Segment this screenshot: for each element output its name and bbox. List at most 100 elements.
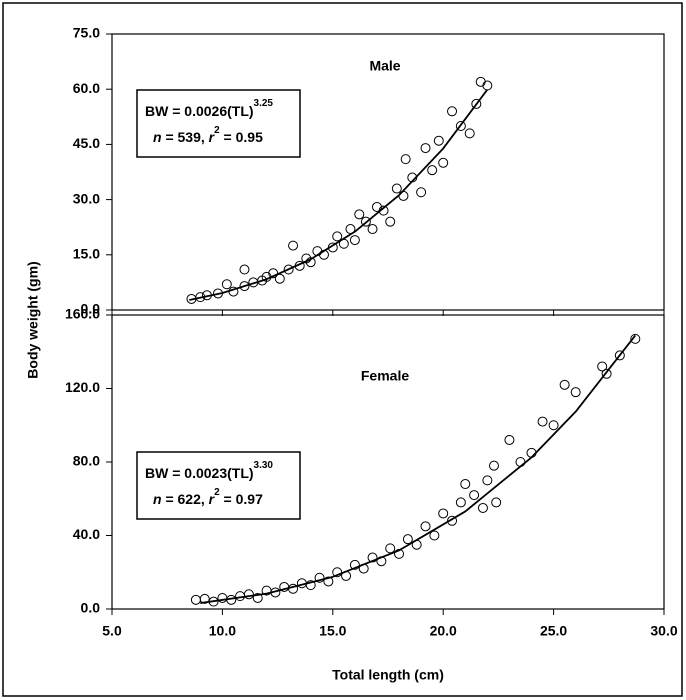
x-axis-label: Total length (cm) (332, 667, 444, 683)
data-point (469, 490, 480, 501)
data-point (427, 165, 438, 176)
data-point (504, 434, 515, 445)
data-point (570, 387, 581, 398)
statistics-part: = 0.95 (220, 129, 263, 145)
data-point (243, 589, 254, 600)
data-point (429, 530, 440, 541)
data-point (420, 521, 431, 532)
data-point (471, 98, 482, 109)
statistics-part: 2 (214, 487, 220, 498)
data-point (367, 224, 378, 235)
fit-curve (189, 89, 489, 301)
data-point (438, 157, 449, 168)
y-tick-label: 60.0 (73, 80, 100, 96)
data-point (385, 543, 396, 554)
data-point (438, 508, 449, 519)
data-point (252, 592, 263, 603)
data-point (360, 216, 371, 227)
data-point (268, 268, 279, 279)
data-point (332, 567, 343, 578)
data-point (221, 279, 232, 290)
y-tick-label: 45.0 (73, 135, 100, 151)
equation-box (136, 89, 301, 158)
data-point (420, 143, 431, 154)
plot-area (111, 33, 665, 311)
data-point (402, 534, 413, 545)
data-point (559, 379, 570, 390)
statistics-part: r (209, 129, 216, 145)
x-tick-label: 5.0 (102, 623, 122, 639)
data-point (614, 350, 625, 361)
data-point (349, 559, 360, 570)
equation-box (136, 451, 301, 520)
data-point (283, 264, 294, 275)
data-point (416, 187, 427, 198)
data-point (305, 580, 316, 591)
data-point (433, 135, 444, 146)
data-point (455, 497, 466, 508)
data-point (288, 240, 299, 251)
statistics: n = 622, r2 = 0.97 (153, 487, 263, 507)
statistics-part: r (209, 491, 216, 507)
x-tick-label: 20.0 (430, 623, 457, 639)
data-point (385, 216, 396, 227)
statistics-part: = 539, (162, 129, 209, 145)
data-point (482, 475, 493, 486)
statistics-part: n (153, 491, 162, 507)
data-point (367, 552, 378, 563)
data-point (199, 593, 210, 604)
data-point (597, 361, 608, 372)
y-axis-label: Body weight (gm) (25, 261, 41, 378)
data-point (548, 420, 559, 431)
statistics-part: 2 (214, 125, 220, 136)
equation: BW = 0.0026(TL)3.25 (145, 98, 273, 119)
data-point (460, 479, 471, 490)
x-tick-label: 30.0 (650, 623, 677, 639)
equation-base: BW = 0.0023(TL) (145, 465, 254, 481)
data-point (354, 209, 365, 220)
data-point (447, 515, 458, 526)
data-point (447, 106, 458, 117)
data-point (332, 231, 343, 242)
data-point (391, 183, 402, 194)
y-tick-label: 120.0 (65, 379, 100, 395)
data-point (239, 281, 250, 292)
y-tick-label: 30.0 (73, 190, 100, 206)
y-tick-label: 80.0 (73, 453, 100, 469)
data-point (491, 497, 502, 508)
data-point (601, 368, 612, 379)
data-point (630, 333, 641, 344)
data-point (537, 416, 548, 427)
equation-exponent: 3.25 (254, 98, 274, 109)
x-tick-label: 10.0 (209, 623, 236, 639)
data-point (314, 572, 325, 583)
statistics-part: = 0.97 (220, 491, 263, 507)
data-point (400, 154, 411, 165)
data-point (239, 264, 250, 275)
data-point (323, 576, 334, 587)
statistics-part: = 622, (162, 491, 209, 507)
x-tick-label: 25.0 (540, 623, 567, 639)
data-point (477, 502, 488, 513)
panel-title: Female (361, 368, 409, 384)
y-tick-label: 40.0 (73, 526, 100, 542)
y-tick-label: 15.0 (73, 246, 100, 262)
equation-exponent: 3.30 (254, 460, 274, 471)
data-point (488, 460, 499, 471)
statistics-part: n (153, 129, 162, 145)
data-point (464, 128, 475, 139)
equation-base: BW = 0.0026(TL) (145, 103, 254, 119)
x-tick-label: 15.0 (319, 623, 346, 639)
y-tick-label: 0.0 (81, 600, 101, 616)
data-point (455, 121, 466, 131)
data-point (349, 235, 360, 246)
y-tick-label: 160.0 (65, 306, 100, 322)
equation: BW = 0.0023(TL)3.30 (145, 460, 273, 481)
fit-curve (200, 334, 637, 604)
statistics: n = 539, r2 = 0.95 (153, 125, 263, 145)
y-tick-label: 75.0 (73, 25, 100, 41)
panel-title: Male (369, 58, 400, 74)
y-tick-label: 0.0 (81, 301, 101, 317)
